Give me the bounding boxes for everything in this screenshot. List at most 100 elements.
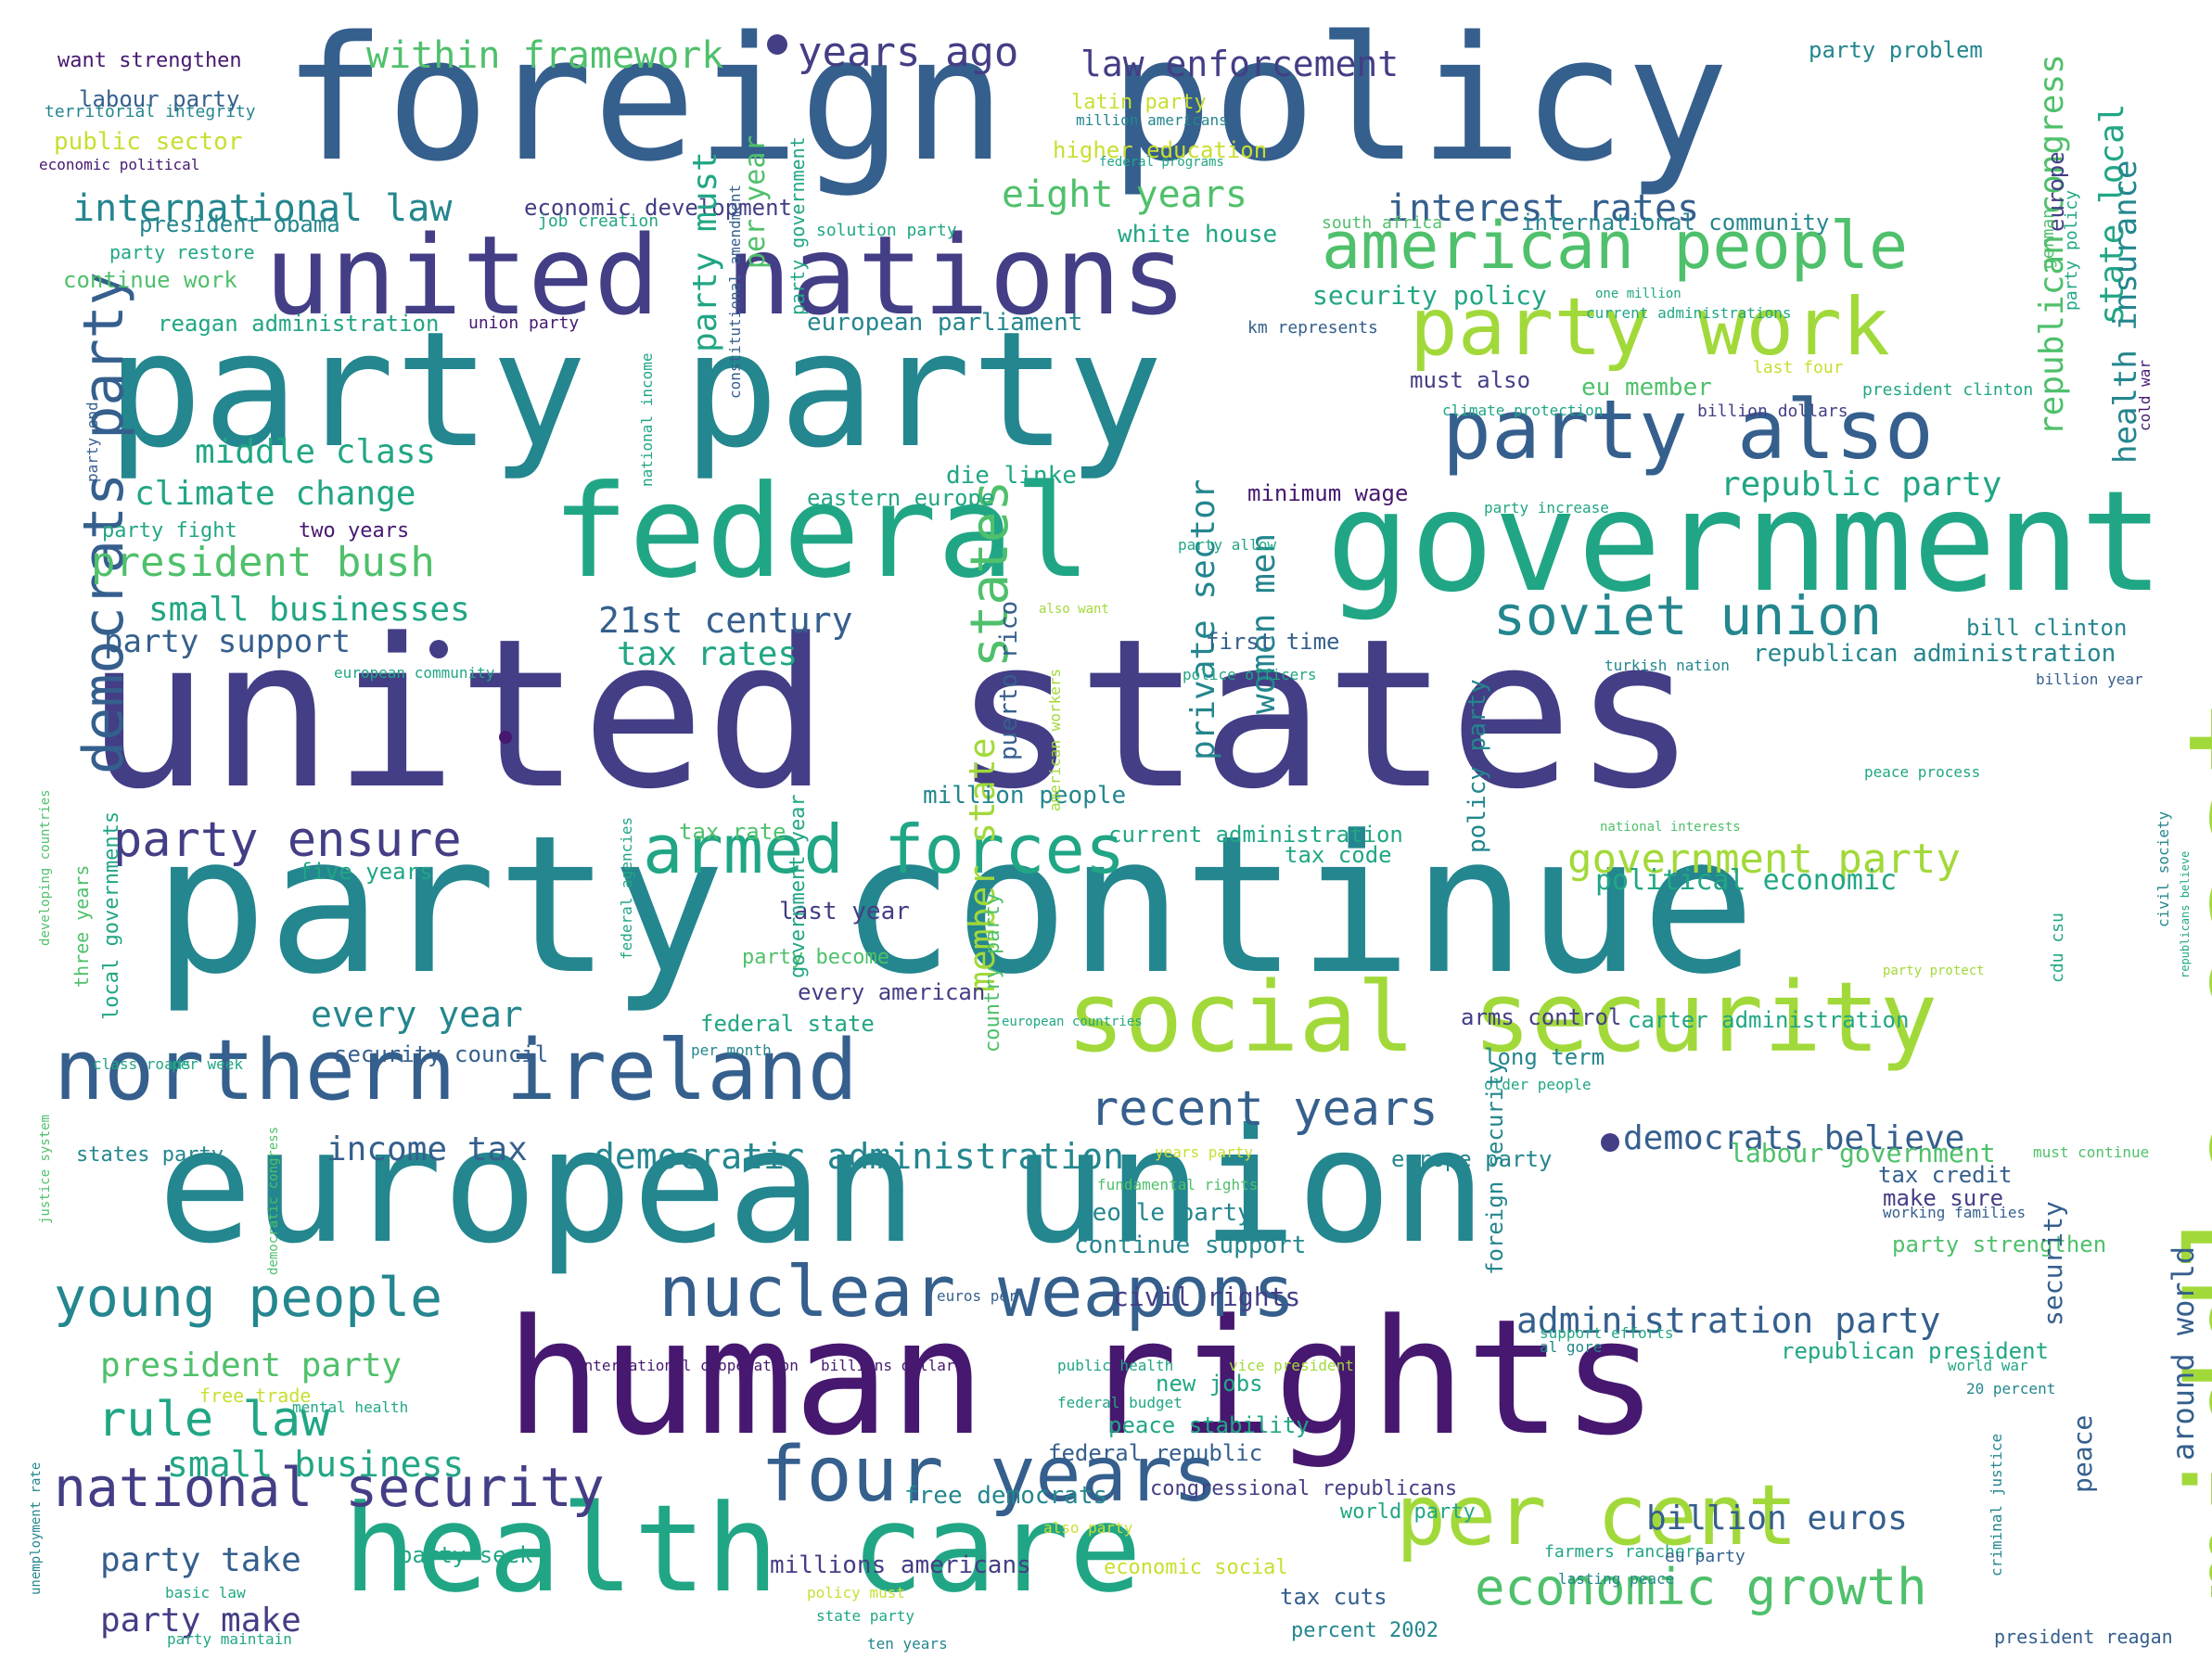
word-united-states: united states	[85, 595, 1697, 835]
word-basic-law: basic law	[165, 1584, 246, 1602]
word-peace-stability: peace stability	[1108, 1412, 1310, 1438]
word-social-security: social security	[1067, 961, 1938, 1074]
word-american-workers: american workers	[1046, 668, 1064, 811]
word-al-gore: al gore	[1540, 1338, 1603, 1356]
word-party-increase: party increase	[1484, 499, 1609, 517]
word-armed-forces: armed forces	[643, 810, 1126, 888]
word-party-continue: party continue	[153, 796, 1756, 1016]
word-economic-development: economic development	[524, 195, 792, 221]
word-women-men: women men	[1245, 532, 1283, 714]
word-also-want: also want	[1039, 602, 1109, 617]
word-young-people: young people	[54, 1266, 443, 1329]
word-peace: peace	[2067, 1414, 2098, 1493]
word-state-party: state party	[816, 1607, 914, 1625]
word-private-sector: private sector	[1184, 479, 1222, 760]
word-soviet-union: soviet union	[1493, 584, 1883, 647]
word-make-sure: make sure	[1883, 1185, 2004, 1211]
word-lasting-peace: lasting peace	[1558, 1570, 1675, 1588]
word-policy-party: policy party	[1464, 679, 1491, 853]
word-european-parliament: european parliament	[807, 309, 1083, 337]
word-economic-growth: economic growth	[1475, 1558, 1927, 1616]
word-small-businesses: small businesses	[148, 591, 470, 629]
word-eu-party: eu party	[1665, 1547, 1745, 1566]
word-union-party: union party	[468, 313, 580, 333]
word-tax-cuts: tax cuts	[1280, 1584, 1387, 1610]
word-police-officers: police officers	[1183, 666, 1317, 683]
word-minimum-wage: minimum wage	[1247, 480, 1409, 506]
word-tax-credit: tax credit	[1878, 1162, 2013, 1188]
word-cold-war: cold war	[2136, 359, 2154, 431]
word-territorial-integrity: territorial integrity	[45, 102, 256, 121]
word-democratic-administration: democratic administration	[594, 1136, 1124, 1177]
word-party-must: party must	[686, 151, 724, 352]
word-first-time: first time	[1206, 629, 1340, 655]
word-puerto-rico: puerto rico	[995, 600, 1023, 760]
word-american-people: american people	[1322, 208, 1909, 284]
word-party-strengthen: party strengthen	[1892, 1232, 2107, 1257]
word-party-government: party government	[786, 136, 809, 315]
word-farmers-ranchers: farmers ranchers	[1544, 1542, 1706, 1562]
word-billion-year: billion year	[2036, 670, 2143, 688]
word-federal: federal	[552, 457, 1092, 606]
word-working-families: working families	[1883, 1204, 2027, 1221]
word-international-cooperation: international cooperation	[575, 1357, 799, 1374]
word-latin-party: latin party	[1071, 91, 1207, 114]
word-billions-dollars: billions dollars	[821, 1357, 965, 1374]
word-unemployment-rate: unemployment rate	[29, 1461, 44, 1595]
word-every-year: every year	[311, 994, 523, 1035]
word-security: security	[2038, 1201, 2068, 1326]
word-public-sector: public sector	[54, 128, 243, 156]
word-party-support: party support	[104, 623, 352, 660]
word-country-party: country party	[981, 892, 1004, 1053]
word-middle-east: middle east	[2159, 695, 2212, 1604]
word-carter-administration: carter administration	[1628, 1007, 1910, 1033]
word-arms-control: arms control	[1461, 1004, 1622, 1030]
word-republicans-believe: republicans believe	[2179, 850, 2192, 978]
word-higher-education: higher education	[1053, 137, 1268, 163]
word-billion-euros: billion euros	[1646, 1500, 1908, 1538]
word-people-party: people party	[1078, 1199, 1252, 1227]
word-criminal-justice: criminal justice	[1988, 1433, 2005, 1576]
word-federal-republic: federal republic	[1048, 1440, 1263, 1466]
word-solution-party: solution party	[816, 221, 957, 240]
word-million-americans: million americans	[1076, 111, 1228, 129]
word-peace-process: peace process	[1864, 763, 1981, 781]
word-20-percent: 20 percent	[1966, 1380, 2056, 1398]
word-recent-years: recent years	[1090, 1081, 1438, 1137]
word-climate-protection: climate protection	[1442, 402, 1604, 419]
word-democratic-congress: democratic congress	[266, 1126, 281, 1275]
word-european-community: european community	[334, 664, 495, 682]
word-party-seek: party seek	[399, 1542, 533, 1568]
dot-mark-3	[499, 731, 512, 744]
word-party-take: party take	[100, 1541, 301, 1579]
word-within-framework: within framework	[366, 34, 724, 77]
word-income-tax: income tax	[326, 1130, 528, 1168]
word-party-policy: party policy	[2062, 189, 2081, 311]
word-united-nations: united nations	[264, 211, 1187, 339]
word-human-rights: human rights	[505, 1284, 1658, 1471]
word-constitutional-amendment: constitutional amendment	[726, 184, 744, 399]
word-health-care: health care	[343, 1478, 1142, 1619]
word-want-strengthen: want strengthen	[58, 49, 242, 72]
word-world-war: world war	[1948, 1357, 2028, 1374]
word-federal-budget: federal budget	[1057, 1394, 1183, 1411]
word-republican-president: republican president	[1781, 1338, 2049, 1364]
word-years-ago: years ago	[798, 29, 1019, 76]
word-party-ensure: party ensure	[113, 812, 462, 868]
word-continue-work: continue work	[63, 267, 237, 293]
word-european-countries: european countries	[1002, 1015, 1143, 1029]
word-president-bush: president bush	[91, 539, 435, 586]
word-foreign-security: foreign security	[1482, 1060, 1508, 1275]
word-three-years: three years	[70, 864, 93, 988]
word-europe-party: europe party	[1391, 1146, 1553, 1172]
word-party-make: party make	[100, 1602, 301, 1640]
word-white-house: white house	[1118, 221, 1278, 249]
word-current-administration: current administration	[1108, 822, 1403, 848]
word-administration-party: administration party	[1516, 1300, 1941, 1341]
word-party-protect: party protect	[1883, 964, 1985, 978]
word-reagan-administration: reagan administration	[158, 311, 440, 337]
word-party-restore: party restore	[109, 241, 255, 263]
word-die-linke: die linke	[946, 462, 1077, 490]
word-million-people: million people	[923, 782, 1127, 810]
